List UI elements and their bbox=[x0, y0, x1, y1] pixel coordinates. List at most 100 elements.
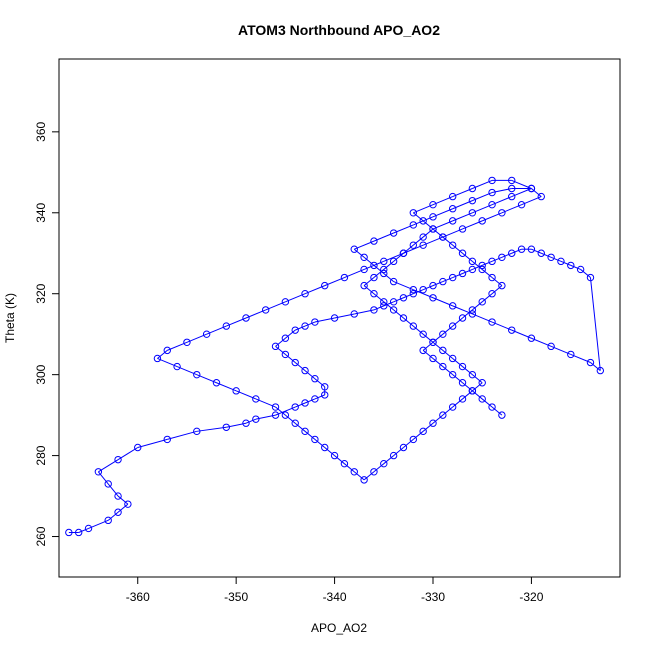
data-point bbox=[517, 245, 526, 253]
series-segment bbox=[501, 252, 512, 258]
data-point bbox=[389, 257, 398, 266]
data-point bbox=[527, 334, 536, 342]
data-point bbox=[291, 403, 299, 411]
series-segment bbox=[167, 430, 197, 440]
data-point bbox=[596, 366, 605, 375]
data-point bbox=[537, 249, 545, 257]
data-point bbox=[458, 362, 467, 371]
series-segment bbox=[481, 398, 493, 408]
series-segment bbox=[452, 398, 463, 408]
series-segment bbox=[107, 511, 119, 521]
series-segment bbox=[314, 439, 326, 448]
data-point bbox=[212, 379, 221, 387]
data-point bbox=[399, 443, 408, 452]
data-point bbox=[557, 257, 565, 266]
data-point bbox=[468, 265, 477, 274]
data-point bbox=[468, 387, 477, 395]
series-segment bbox=[452, 358, 463, 367]
data-point bbox=[537, 192, 545, 201]
data-point bbox=[380, 265, 388, 274]
series-segment bbox=[334, 455, 345, 465]
data-point bbox=[478, 217, 486, 225]
series-segment bbox=[442, 325, 454, 335]
series-segment bbox=[403, 317, 414, 327]
data-point bbox=[409, 290, 418, 298]
data-point bbox=[173, 362, 181, 371]
data-point bbox=[439, 362, 447, 371]
data-point bbox=[124, 500, 132, 508]
data-point bbox=[271, 342, 280, 351]
series-segment bbox=[97, 471, 109, 485]
series-segment bbox=[462, 366, 473, 376]
series-segment bbox=[403, 439, 414, 448]
series-segment bbox=[393, 447, 404, 456]
data-point bbox=[222, 322, 231, 330]
data-point bbox=[458, 314, 467, 322]
x-tick-label: -330 bbox=[421, 590, 445, 604]
data-point bbox=[419, 330, 427, 338]
data-point bbox=[439, 411, 447, 419]
plot-frame bbox=[58, 58, 621, 578]
series-segment bbox=[383, 260, 394, 270]
data-point bbox=[281, 298, 290, 306]
series-segment bbox=[482, 260, 493, 266]
series-segment bbox=[412, 430, 424, 440]
data-point bbox=[448, 217, 457, 225]
data-point bbox=[567, 350, 575, 359]
data-point bbox=[517, 200, 526, 209]
data-point bbox=[291, 358, 299, 367]
data-point bbox=[488, 257, 496, 266]
data-point bbox=[370, 273, 378, 282]
data-point bbox=[419, 285, 427, 294]
data-point bbox=[448, 241, 457, 249]
series-segment bbox=[432, 358, 444, 367]
series-segment bbox=[422, 333, 434, 343]
data-point bbox=[488, 200, 496, 209]
series-segment bbox=[589, 277, 601, 371]
data-point bbox=[281, 334, 290, 342]
series-segment bbox=[491, 285, 503, 295]
data-point bbox=[498, 281, 506, 290]
data-point bbox=[468, 310, 477, 318]
data-point bbox=[370, 261, 378, 270]
data-point bbox=[527, 184, 536, 193]
data-point bbox=[301, 399, 309, 407]
series-segment bbox=[472, 264, 483, 270]
data-point bbox=[458, 269, 467, 278]
data-point bbox=[232, 387, 240, 395]
series-segment bbox=[491, 406, 503, 416]
data-point bbox=[458, 379, 467, 387]
series-segment bbox=[422, 285, 434, 291]
data-point bbox=[498, 411, 506, 419]
data-point bbox=[429, 225, 437, 233]
series-segment bbox=[403, 293, 414, 299]
y-tick-label: 300 bbox=[34, 364, 48, 384]
y-tick-label: 280 bbox=[34, 445, 48, 465]
data-point bbox=[114, 492, 122, 500]
series-segment bbox=[117, 503, 129, 513]
series-segment bbox=[275, 406, 286, 416]
data-point bbox=[252, 395, 260, 403]
data-point bbox=[468, 306, 477, 314]
data-point bbox=[340, 273, 349, 282]
data-point bbox=[468, 209, 477, 217]
data-point bbox=[547, 342, 555, 351]
data-point bbox=[439, 233, 447, 241]
data-point bbox=[448, 192, 457, 201]
data-point bbox=[429, 213, 437, 221]
series-segment bbox=[393, 252, 404, 262]
series-segment bbox=[432, 341, 444, 351]
data-point bbox=[547, 253, 555, 261]
data-point bbox=[439, 330, 447, 338]
series-segment bbox=[285, 414, 296, 424]
data-point bbox=[488, 188, 496, 197]
series-segment bbox=[304, 430, 316, 440]
data-point bbox=[478, 298, 486, 306]
series-layer bbox=[65, 176, 605, 537]
data-point bbox=[478, 265, 486, 274]
data-point bbox=[468, 196, 477, 205]
series-segment bbox=[412, 236, 424, 246]
data-point bbox=[321, 383, 329, 391]
series-segment bbox=[393, 297, 404, 303]
data-point bbox=[311, 435, 319, 444]
